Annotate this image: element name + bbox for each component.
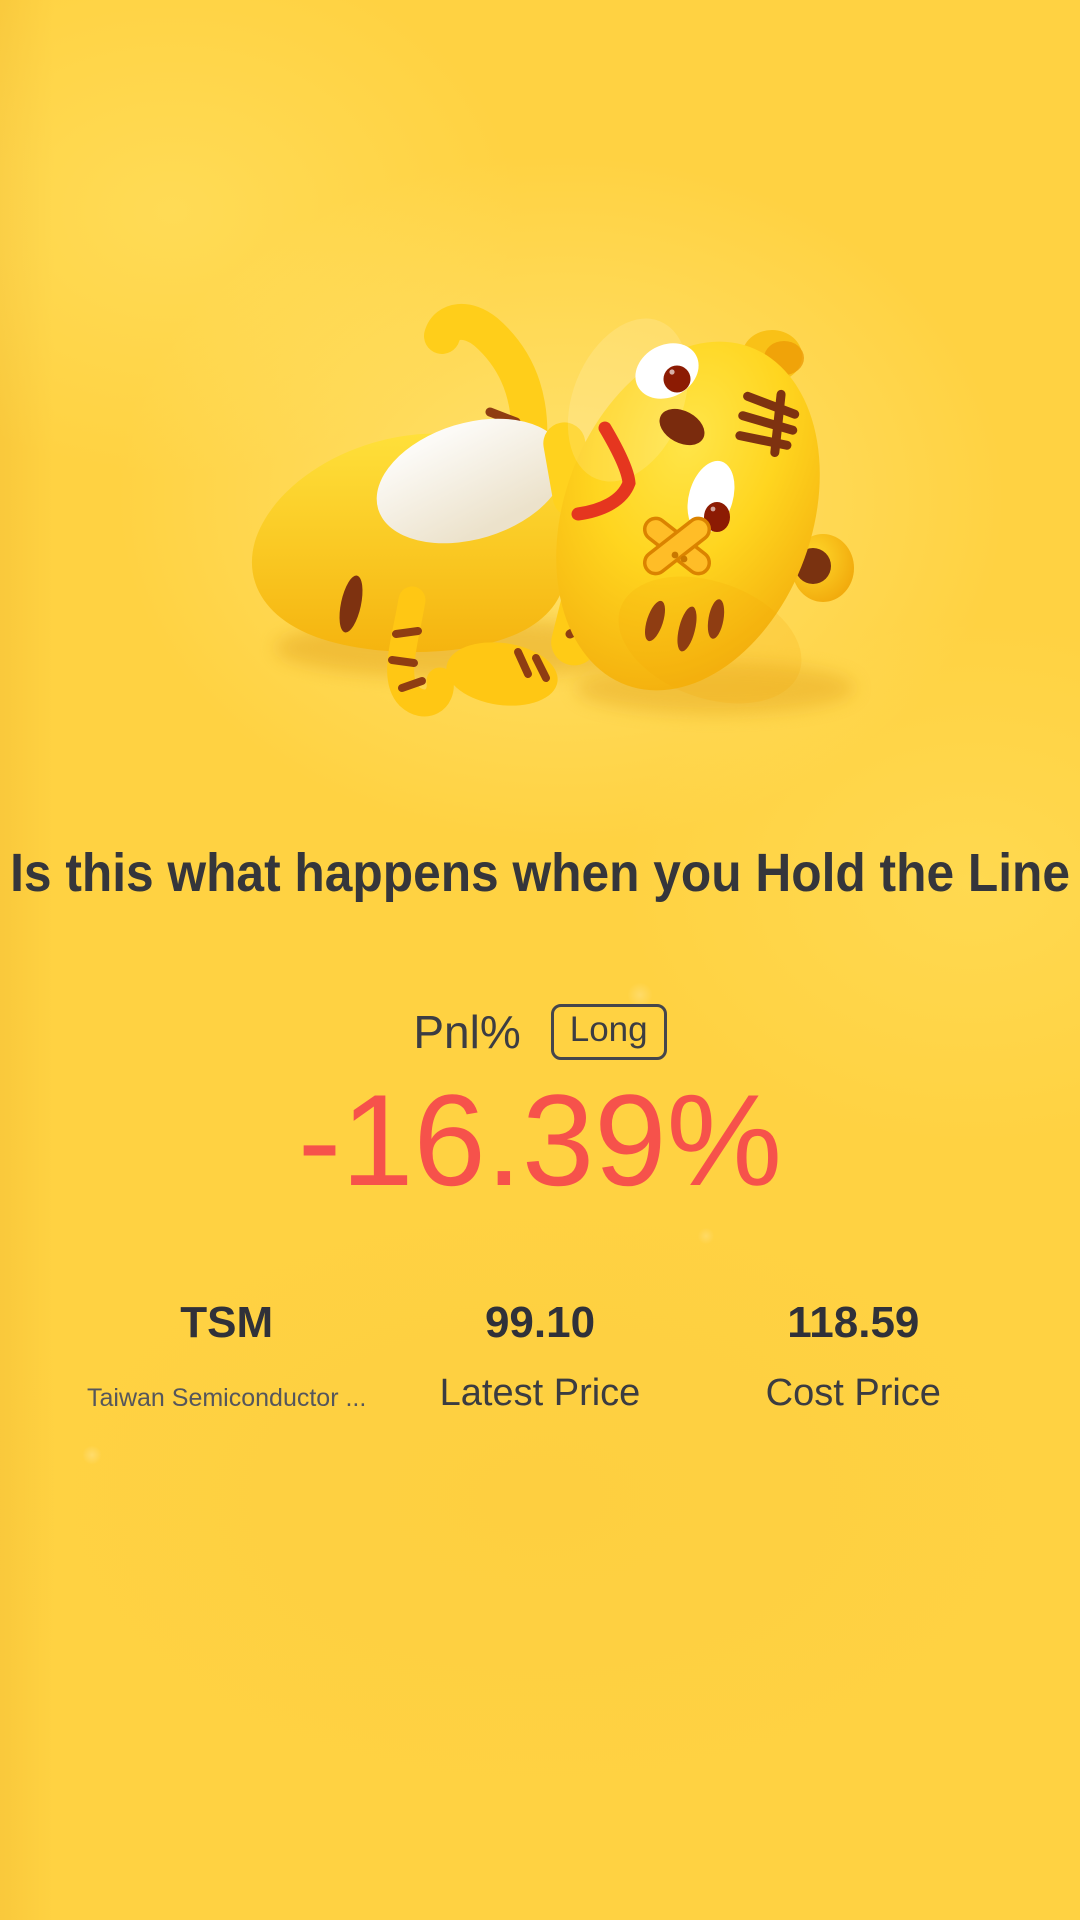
pnl-value: -16.39% [297, 1067, 783, 1213]
stat-symbol: TSM Taiwan Semiconductor ... [70, 1298, 383, 1415]
tiger-eye-lower [687, 460, 735, 534]
company-name: Taiwan Semiconductor ... [87, 1384, 367, 1412]
stats-row: TSM Taiwan Semiconductor ... 99.10 Lates… [0, 1298, 1080, 1415]
pnl-label: Pnl% [413, 1005, 521, 1058]
tiger-front-paw [446, 642, 558, 706]
headline: Is this what happens when you Hold the L… [0, 842, 1080, 904]
tiger-forehead-mark [735, 389, 800, 458]
tiger-head [556, 318, 820, 704]
latest-price-value: 99.10 [484, 1298, 596, 1347]
headline-text: Is this what happens when you Hold the L… [10, 843, 1070, 903]
symbol-value: TSM [180, 1298, 274, 1347]
tiger-eye-upper [635, 343, 699, 399]
tiger-nose [659, 408, 705, 446]
tiger-chin-stripes [644, 599, 725, 652]
latest-price-label: Latest Price [439, 1372, 641, 1414]
cost-price-value: 118.59 [787, 1298, 920, 1347]
stat-latest-price: 99.10 Latest Price [383, 1298, 696, 1415]
direction-badge: Long [550, 1004, 667, 1060]
tiger-mascot-illustration [150, 250, 930, 810]
tiger-bandage-icon [642, 516, 712, 576]
cost-price-label: Cost Price [765, 1372, 941, 1414]
pnl-row: Pnl% Long [0, 1004, 1080, 1060]
tiger-curled-paw [387, 586, 454, 717]
tiger-red-brow [571, 421, 636, 521]
stat-cost-price: 118.59 Cost Price [697, 1298, 1010, 1415]
